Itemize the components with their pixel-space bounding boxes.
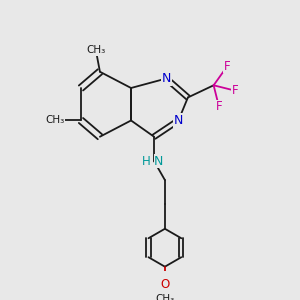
Text: CH₃: CH₃ — [155, 294, 175, 300]
Text: H: H — [142, 154, 151, 168]
Text: F: F — [224, 60, 230, 73]
Text: O: O — [160, 278, 170, 291]
Text: N: N — [174, 114, 183, 127]
Text: F: F — [232, 84, 238, 97]
Text: F: F — [216, 100, 222, 113]
Text: N: N — [154, 154, 164, 168]
Text: N: N — [162, 72, 171, 85]
Text: CH₃: CH₃ — [46, 116, 65, 125]
Text: CH₃: CH₃ — [86, 45, 106, 55]
